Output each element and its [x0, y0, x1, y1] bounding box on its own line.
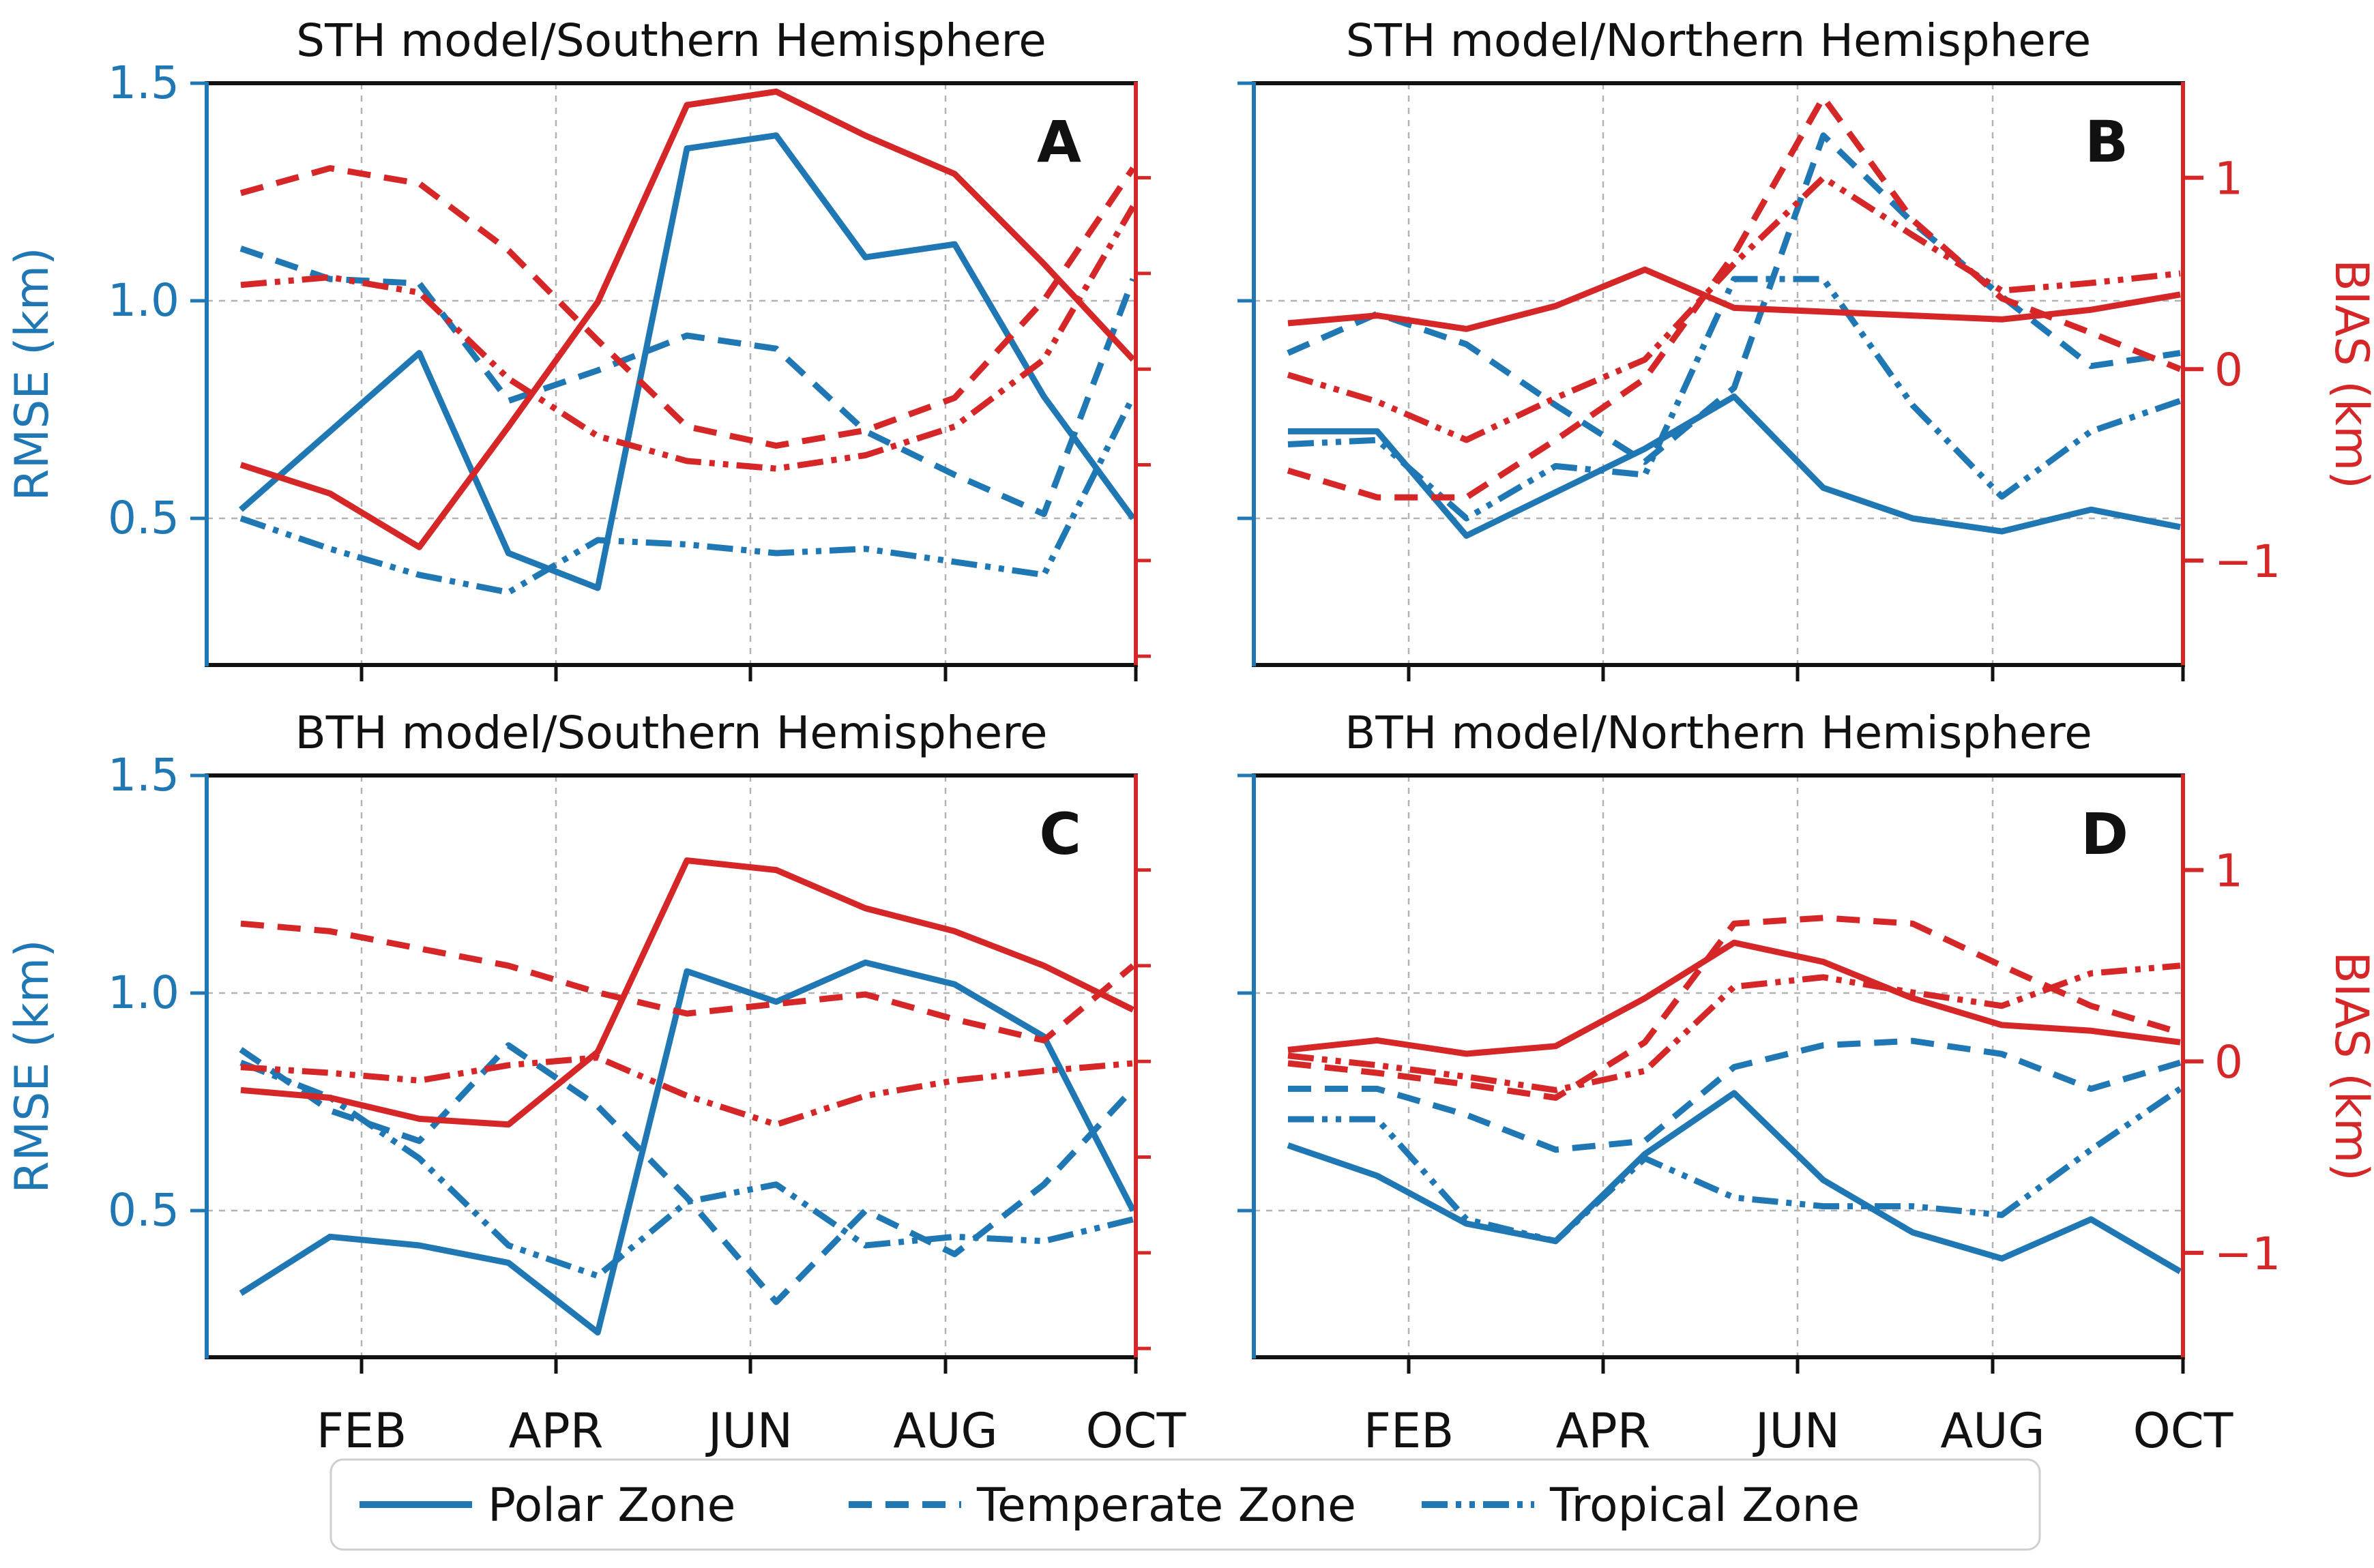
panel-C-letter: C — [1039, 801, 1081, 868]
panel-C-axis-label-rmse: RMSE (km) — [5, 939, 59, 1193]
panel-C-xlabel-FEB: FEB — [317, 1403, 407, 1459]
series-D-temperate-rmse — [1288, 1037, 2182, 1153]
series-A-temperate-rmse — [239, 246, 1137, 518]
panel-D-xlabel-APR: APR — [1556, 1403, 1651, 1459]
panel-C-ylabel-left-1.0: 1.0 — [108, 966, 179, 1019]
series-B-polar-bias — [1287, 266, 2181, 332]
panel-D: 1 0 −1 BIAS (km) FEB APR JUN AUG OCT BTH model/No… — [1237, 707, 2374, 1459]
panel-B-ylabel-right-−1: −1 — [2214, 535, 2281, 588]
panel-C-title: BTH model/Southern Hemisphere — [295, 707, 1047, 759]
panel-A: 1.5 1.0 0.5 RMSE (km) STH model/Southern Hem… — [5, 14, 1151, 681]
legend-label-1: Temperate Zone — [976, 1479, 1356, 1533]
series-A-polar-bias — [239, 88, 1136, 550]
panel-D-ylabel-right-−1: −1 — [2214, 1228, 2281, 1280]
series-D-tropical-bias — [1287, 962, 2181, 1093]
series-B-polar-rmse — [1288, 393, 2181, 539]
legend-box — [329, 1458, 2041, 1551]
panel-A-ylabel-left-1.0: 1.0 — [108, 274, 179, 327]
series-D-temperate-bias — [1287, 915, 2182, 1101]
series-B-temperate-bias — [1287, 94, 2182, 501]
panel-D-letter: D — [2081, 801, 2128, 868]
panel-D-title: BTH model/Northern Hemisphere — [1345, 707, 2092, 759]
panel-A-axis-label-rmse: RMSE (km) — [5, 247, 59, 501]
legend-label-0: Polar Zone — [488, 1479, 735, 1533]
panel-D-ylabel-right-1: 1 — [2214, 845, 2243, 898]
panel-D-xlabel-AUG: AUG — [1940, 1403, 2045, 1459]
panel-A-title: STH model/Southern Hemisphere — [296, 14, 1046, 67]
panel-B: 1 0 −1 BIAS (km) STH model/Northern Hemisphe… — [1237, 14, 2374, 681]
panel-A-letter: A — [1037, 108, 1081, 175]
series-D-polar-rmse — [1287, 1090, 2182, 1275]
series-A-tropical-bias — [240, 205, 1136, 472]
panel-D-axis-label-bias: BIAS (km) — [2324, 951, 2374, 1181]
panel-D-xlabel-OCT: OCT — [2133, 1403, 2233, 1459]
series-C-temperate-rmse — [239, 1042, 1136, 1305]
panel-D-ylabel-right-0: 0 — [2214, 1036, 2243, 1089]
panel-B-axis-label-bias: BIAS (km) — [2324, 259, 2374, 489]
legend-label-2: Tropical Zone — [1549, 1479, 1860, 1533]
panel-B-ylabel-right-1: 1 — [2214, 153, 2243, 205]
series-A-polar-rmse — [239, 132, 1136, 591]
panel-B-ylabel-right-0: 0 — [2214, 344, 2243, 396]
panel-B-letter: B — [2085, 108, 2128, 175]
series-C-polar-rmse — [239, 959, 1137, 1336]
panel-C-ylabel-left-1.5: 1.5 — [108, 749, 179, 801]
panel-C-ylabel-left-0.5: 0.5 — [108, 1184, 179, 1237]
series-D-polar-bias — [1287, 939, 2181, 1057]
series-B-tropical-bias — [1287, 175, 2181, 443]
panel-C-xlabel-OCT: OCT — [1086, 1403, 1186, 1459]
panel-C-xlabel-JUN: JUN — [705, 1403, 793, 1459]
series-C-temperate-bias — [240, 920, 1135, 1044]
series-B-temperate-rmse — [1287, 132, 2181, 465]
panel-C-xlabel-APR: APR — [509, 1403, 604, 1459]
panel-A-ylabel-left-1.5: 1.5 — [108, 57, 179, 109]
panel-D-xlabel-JUN: JUN — [1753, 1403, 1840, 1459]
series-C-polar-bias — [240, 857, 1134, 1128]
legend: Polar Zone Temperate Zone Tropical Zone — [329, 1458, 2041, 1551]
panel-B-title: STH model/Northern Hemisphere — [1346, 14, 2091, 67]
series-B-tropical-rmse — [1287, 276, 2182, 522]
panel-A-ylabel-left-0.5: 0.5 — [108, 492, 179, 544]
panel-D-xlabel-FEB: FEB — [1364, 1403, 1454, 1459]
panel-C: 1.5 1.0 0.5 RMSE (km) FEB APR JUN AUG OCT BTH mod… — [5, 707, 1186, 1459]
panel-C-xlabel-AUG: AUG — [893, 1403, 997, 1459]
series-A-temperate-bias — [239, 165, 1136, 449]
